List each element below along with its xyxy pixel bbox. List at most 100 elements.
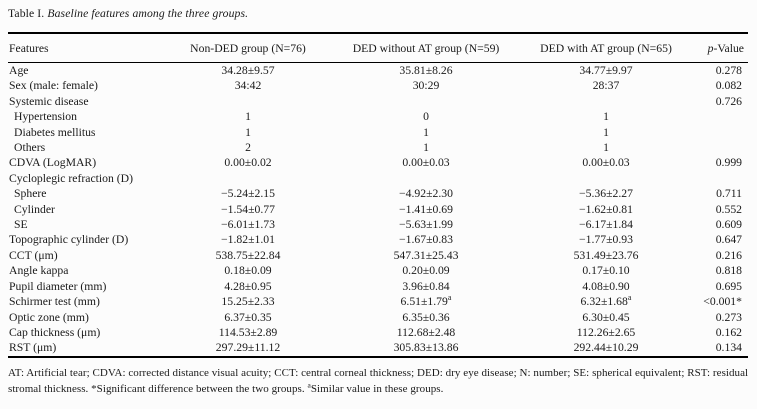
value-cell: 4.28±0.95: [224, 279, 272, 293]
p-value-cell: [688, 171, 748, 186]
column-header-non-ded: Non-DED group (N=76): [168, 33, 328, 63]
feature-label: Others: [14, 141, 46, 155]
p-value-cell: 0.726: [715, 94, 742, 108]
value-cell: 34:42: [234, 79, 262, 93]
value-cell: 1: [603, 125, 609, 139]
table-header: Features Non-DED group (N=76) DED withou…: [8, 33, 748, 63]
p-value-cell: [688, 109, 748, 124]
value-cell: 6.32±1.68a: [580, 293, 632, 309]
table-caption: Baseline features among the three groups…: [47, 7, 249, 20]
cell-superscript: a: [447, 293, 452, 303]
footnote-text-end: Similar value in these groups.: [310, 382, 444, 395]
table-row: Cap thickness (μm) 114.53±2.89 112.68±2.48…: [8, 325, 748, 340]
value-cell: 1: [423, 125, 429, 139]
p-value-cell: 0.216: [715, 248, 742, 262]
feature-label: Topographic cylinder (D): [9, 233, 129, 247]
column-header-features: Features: [8, 33, 168, 63]
value-cell: −5.24±2.15: [221, 187, 275, 201]
footnote-superscript-a: a: [307, 380, 311, 390]
value-cell: 1: [245, 125, 251, 139]
p-value-cell: 0.273: [715, 310, 742, 324]
column-header-ded-with-at: DED with AT group (N=65): [524, 33, 688, 63]
p-value-cell: 0.818: [715, 264, 742, 278]
value-cell: −5.36±2.27: [579, 187, 633, 201]
table-row: Topographic cylinder (D) −1.82±1.01 −1.67±…: [8, 232, 748, 247]
feature-label: CCT (μm): [9, 248, 58, 262]
value-cell: 28:37: [592, 79, 620, 93]
value-cell: 34.77±9.97: [579, 64, 633, 77]
table-row: RST (μm) 297.29±11.12 305.83±13.86 292.44±1…: [8, 340, 748, 356]
value-cell: 0.00±0.03: [402, 156, 450, 170]
table-row: Sphere −5.24±2.15 −4.92±2.30 −5.36±2.27 0.71…: [8, 186, 748, 201]
value-cell: 0.18±0.09: [224, 264, 272, 278]
value-cell: 297.29±11.12: [215, 341, 281, 355]
value-cell: [328, 94, 524, 109]
value-cell: 112.26±2.65: [576, 325, 636, 339]
value-cell: 35.81±8.26: [399, 64, 453, 77]
p-value-cell: 0.552: [715, 202, 742, 216]
column-header-ded-without-at: DED without AT group (N=59): [328, 33, 524, 63]
table-row: Pupil diameter (mm) 4.28±0.95 3.96±0.84 4.0…: [8, 279, 748, 294]
table-row: SE −6.01±1.73 −5.63±1.99 −6.17±1.84 0.609: [8, 217, 748, 232]
value-cell: 0.00±0.03: [582, 156, 630, 170]
baseline-features-table: Features Non-DED group (N=76) DED withou…: [8, 32, 748, 358]
feature-label: Angle kappa: [9, 264, 69, 278]
feature-label: SE: [14, 218, 28, 232]
value-cell: [524, 94, 688, 109]
table-row: Systemic disease 0.726: [8, 94, 748, 109]
p-value-cell: <0.001*: [703, 295, 742, 309]
feature-label: Systemic disease: [9, 94, 89, 108]
value-cell: 1: [603, 141, 609, 155]
table-row: Optic zone (mm) 6.37±0.35 6.35±0.36 6.30±0.…: [8, 310, 748, 325]
value-cell: 6.35±0.36: [402, 310, 450, 324]
p-value-cell: 0.711: [716, 187, 742, 201]
p-value-cell: 0.647: [715, 233, 742, 247]
value-cell: [168, 94, 328, 109]
value-cell: 1: [423, 141, 429, 155]
feature-label: Cap thickness (μm): [9, 325, 101, 339]
value-cell: 0.20±0.09: [402, 264, 450, 278]
p-value-cell: [688, 140, 748, 155]
value-cell: 305.83±13.86: [393, 341, 459, 355]
cell-superscript: a: [627, 293, 632, 303]
table-row: CDVA (LogMAR) 0.00±0.02 0.00±0.03 0.00±0.03…: [8, 155, 748, 170]
value-cell: [168, 171, 328, 186]
feature-label: Age: [9, 64, 29, 77]
table-row: Sex (male: female) 34:42 30:29 28:37 0.082: [8, 78, 748, 93]
value-cell: 4.08±0.90: [582, 279, 630, 293]
value-cell: 34.28±9.57: [221, 64, 275, 77]
value-cell: 292.44±10.29: [573, 341, 639, 355]
value-cell: 15.25±2.33: [221, 295, 275, 309]
feature-label: Optic zone (mm): [9, 310, 89, 324]
value-cell: −1.67±0.83: [399, 233, 453, 247]
value-cell: −6.17±1.84: [579, 218, 633, 232]
footnote-text: AT: Artificial tear; CDVA: corrected dis…: [8, 367, 749, 395]
value-cell: 0: [423, 110, 429, 124]
table-row: Diabetes mellitus 1 1 1: [8, 125, 748, 140]
table-row: Others 2 1 1: [8, 140, 748, 155]
table-row: Age 34.28±9.57 35.81±8.26 34.77±9.97 0.278: [8, 63, 748, 79]
feature-label: Cylinder: [14, 202, 55, 216]
value-cell: 1: [603, 110, 609, 124]
table-footnote: AT: Artificial tear; CDVA: corrected dis…: [8, 366, 752, 398]
p-value-cell: 0.134: [715, 341, 742, 355]
value-cell: 30:29: [412, 79, 440, 93]
value-cell: −1.82±1.01: [221, 233, 275, 247]
value-cell: 112.68±2.48: [396, 325, 456, 339]
value-cell: 0.17±0.10: [582, 264, 630, 278]
table-row: Cylinder −1.54±0.77 −1.41±0.69 −1.62±0.81 0.…: [8, 202, 748, 217]
value-cell: 3.96±0.84: [402, 279, 450, 293]
table-row: Angle kappa 0.18±0.09 0.20±0.09 0.17±0.10 0.…: [8, 263, 748, 278]
value-cell: 547.31±25.43: [393, 248, 459, 262]
value-cell: 2: [245, 141, 251, 155]
feature-label: Pupil diameter (mm): [9, 279, 107, 293]
p-value-cell: 0.999: [715, 156, 742, 170]
p-value-cell: 0.082: [715, 79, 742, 93]
table-number: Table I.: [8, 7, 45, 20]
value-cell: [524, 171, 688, 186]
table-row: Cycloplegic refraction (D): [8, 171, 748, 186]
feature-label: Diabetes mellitus: [14, 125, 96, 139]
feature-label: Sex (male: female): [9, 79, 98, 93]
value-cell: 0.00±0.02: [224, 156, 272, 170]
